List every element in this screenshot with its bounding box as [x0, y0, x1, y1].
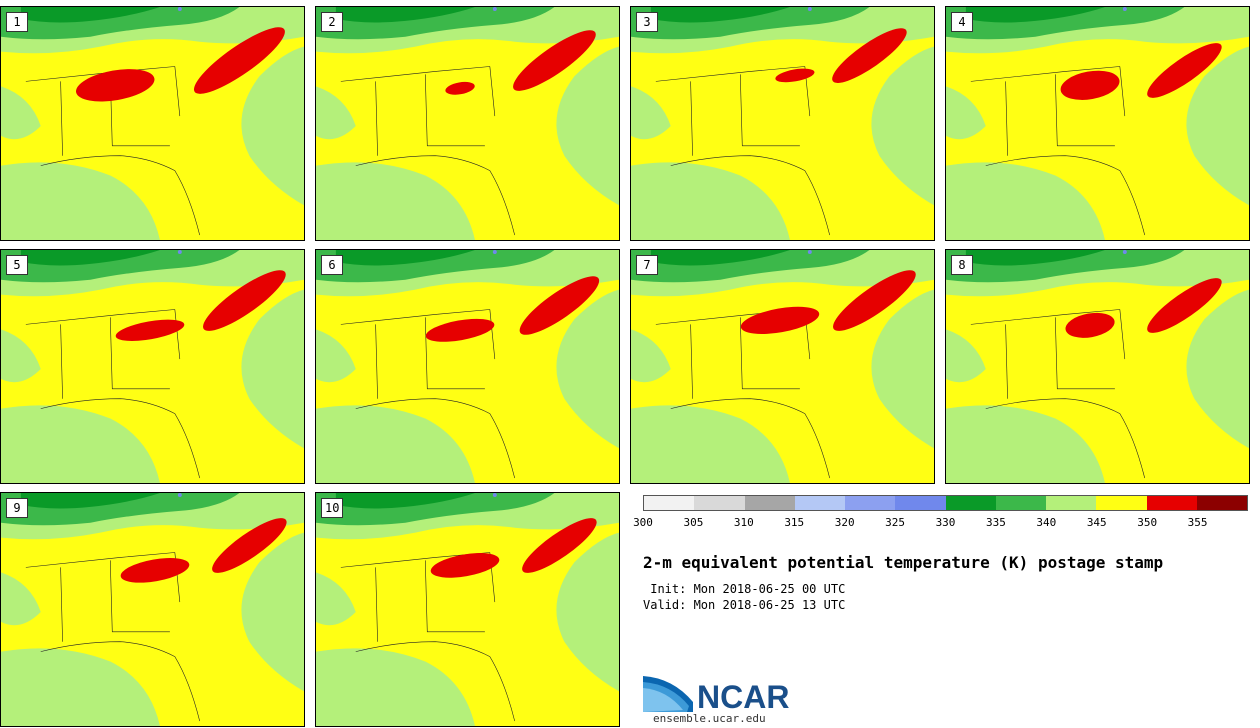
- colorbar-swatch: [694, 496, 745, 510]
- high-theta-e-region: [212, 518, 287, 573]
- ensemble-member-2-map: 2: [315, 6, 620, 241]
- high-theta-e-region: [76, 69, 155, 102]
- colorbar-swatch: [895, 496, 946, 510]
- high-theta-e-region: [1147, 43, 1222, 98]
- map-field: [1, 493, 304, 726]
- map-field: [316, 7, 619, 240]
- member-label: 2: [321, 12, 343, 32]
- high-theta-e-region: [775, 68, 815, 83]
- high-theta-e-region: [832, 28, 907, 83]
- colorbar-tick-label: 315: [784, 516, 805, 529]
- ensemble-member-4-map: 4: [945, 6, 1250, 241]
- high-theta-e-region: [519, 276, 600, 335]
- high-theta-e-region: [425, 318, 495, 342]
- ensemble-member-5-map: 5: [0, 249, 305, 484]
- map-field: [946, 250, 1249, 483]
- high-theta-e-region: [740, 306, 820, 334]
- colorbar-swatch: [1046, 496, 1097, 510]
- colorbar-tick-label: 300: [633, 516, 653, 529]
- map-field: [946, 7, 1249, 240]
- colorbar-tick-label: 305: [683, 516, 704, 529]
- high-theta-e-region: [1065, 312, 1115, 338]
- ensemble-member-7-map: 7: [630, 249, 935, 484]
- colorbar-swatch: [945, 496, 996, 510]
- colorbar-tick-label: 340: [1036, 516, 1057, 529]
- logo-text: NCAR: [697, 679, 789, 712]
- valid-time: Valid: Mon 2018-06-25 13 UTC: [643, 598, 846, 612]
- chart-title: 2-m equivalent potential temperature (K)…: [643, 553, 1164, 572]
- colorbar-swatch: [1096, 496, 1147, 510]
- map-field: [631, 250, 934, 483]
- high-theta-e-region: [203, 270, 286, 331]
- url-text: ensemble.ucar.edu: [653, 712, 766, 725]
- ensemble-member-3-map: 3: [630, 6, 935, 241]
- colorbar-tick-label: 330: [935, 516, 956, 529]
- member-label: 4: [951, 12, 973, 32]
- colorbar-tick-label: 345: [1086, 516, 1107, 529]
- high-theta-e-region: [115, 319, 185, 341]
- map-field: [1, 7, 304, 240]
- high-theta-e-region: [445, 81, 475, 95]
- high-theta-e-region: [1060, 70, 1120, 100]
- colorbar-swatch: [1196, 496, 1247, 510]
- colorbar-tick-label: 335: [985, 516, 1006, 529]
- init-time: Init: Mon 2018-06-25 00 UTC: [643, 582, 846, 596]
- colorbar-swatch: [744, 496, 795, 510]
- ensemble-member-10-map: 10: [315, 492, 620, 727]
- high-theta-e-region: [193, 27, 285, 94]
- map-field: [1, 250, 304, 483]
- colorbar-tick-label: 310: [733, 516, 754, 529]
- colorbar-tick-label: 325: [885, 516, 906, 529]
- high-theta-e-region: [513, 30, 596, 91]
- member-label: 3: [636, 12, 658, 32]
- member-label: 7: [636, 255, 658, 275]
- high-theta-e-region: [833, 270, 916, 331]
- colorbar: [643, 495, 1248, 511]
- colorbar-swatch: [794, 496, 845, 510]
- colorbar-tick-label: 355: [1187, 516, 1208, 529]
- colorbar-swatch: [995, 496, 1046, 510]
- member-label: 9: [6, 498, 28, 518]
- member-label: 5: [6, 255, 28, 275]
- high-theta-e-region: [430, 553, 500, 578]
- member-label: 8: [951, 255, 973, 275]
- map-field: [316, 250, 619, 483]
- ensemble-member-1-map: 1: [0, 6, 305, 241]
- ensemble-member-9-map: 9: [0, 492, 305, 727]
- member-label: 1: [6, 12, 28, 32]
- ensemble-member-8-map: 8: [945, 249, 1250, 484]
- colorbar-tick-label: 320: [834, 516, 855, 529]
- colorbar-tick-label: 350: [1137, 516, 1158, 529]
- member-label: 6: [321, 255, 343, 275]
- ncar-logo: NCAR: [643, 676, 789, 712]
- map-field: [316, 493, 619, 726]
- ensemble-member-6-map: 6: [315, 249, 620, 484]
- high-theta-e-region: [120, 558, 190, 583]
- colorbar-swatch: [1146, 496, 1197, 510]
- high-theta-e-region: [522, 518, 597, 573]
- member-label: 10: [321, 498, 344, 518]
- colorbar-swatch: [644, 496, 695, 510]
- high-theta-e-region: [1147, 278, 1222, 333]
- colorbar-swatch: [845, 496, 896, 510]
- map-field: [631, 7, 934, 240]
